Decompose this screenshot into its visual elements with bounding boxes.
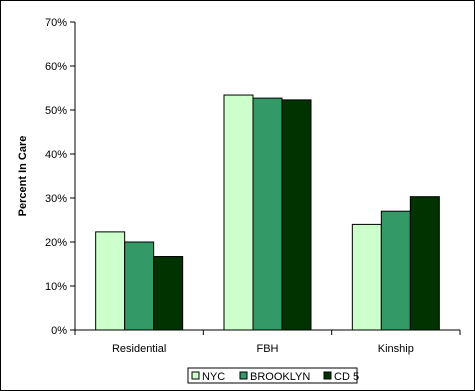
- legend-label: BROOKLYN: [250, 371, 310, 383]
- legend-label: NYC: [202, 371, 225, 383]
- legend: NYC BROOKLYN CD 5: [187, 367, 359, 384]
- y-tick-label: 20%: [45, 237, 67, 249]
- bar-cd-5-fbh: [281, 99, 312, 331]
- y-tick-label: 40%: [45, 149, 67, 161]
- bar-cd-5-kinship: [409, 196, 440, 331]
- bar-nyc-residential: [95, 231, 126, 331]
- legend-label: CD 5: [334, 371, 359, 383]
- x-category-label: Kinship: [378, 343, 414, 355]
- x-category-label: FBH: [257, 343, 279, 355]
- bar-cd-5-residential: [153, 256, 184, 331]
- legend-swatch: [239, 371, 248, 380]
- legend-box: [187, 367, 358, 384]
- y-tick-label: 30%: [45, 193, 67, 205]
- bar-brooklyn-kinship: [380, 210, 411, 331]
- y-tick-label: 70%: [45, 17, 67, 29]
- legend-swatch: [191, 371, 200, 380]
- y-tick-label: 60%: [45, 61, 67, 73]
- bar-brooklyn-residential: [124, 241, 155, 331]
- bar-brooklyn-fbh: [252, 97, 283, 331]
- y-tick-label: 10%: [45, 281, 67, 293]
- y-tick-label: 50%: [45, 105, 67, 117]
- y-axis-title: Percent In Care: [17, 136, 29, 217]
- legend-swatch: [323, 371, 332, 380]
- x-category-label: Residential: [112, 343, 166, 355]
- bar-nyc-kinship: [351, 223, 382, 331]
- bar-nyc-fbh: [223, 94, 254, 331]
- y-tick-label: 0%: [51, 325, 67, 337]
